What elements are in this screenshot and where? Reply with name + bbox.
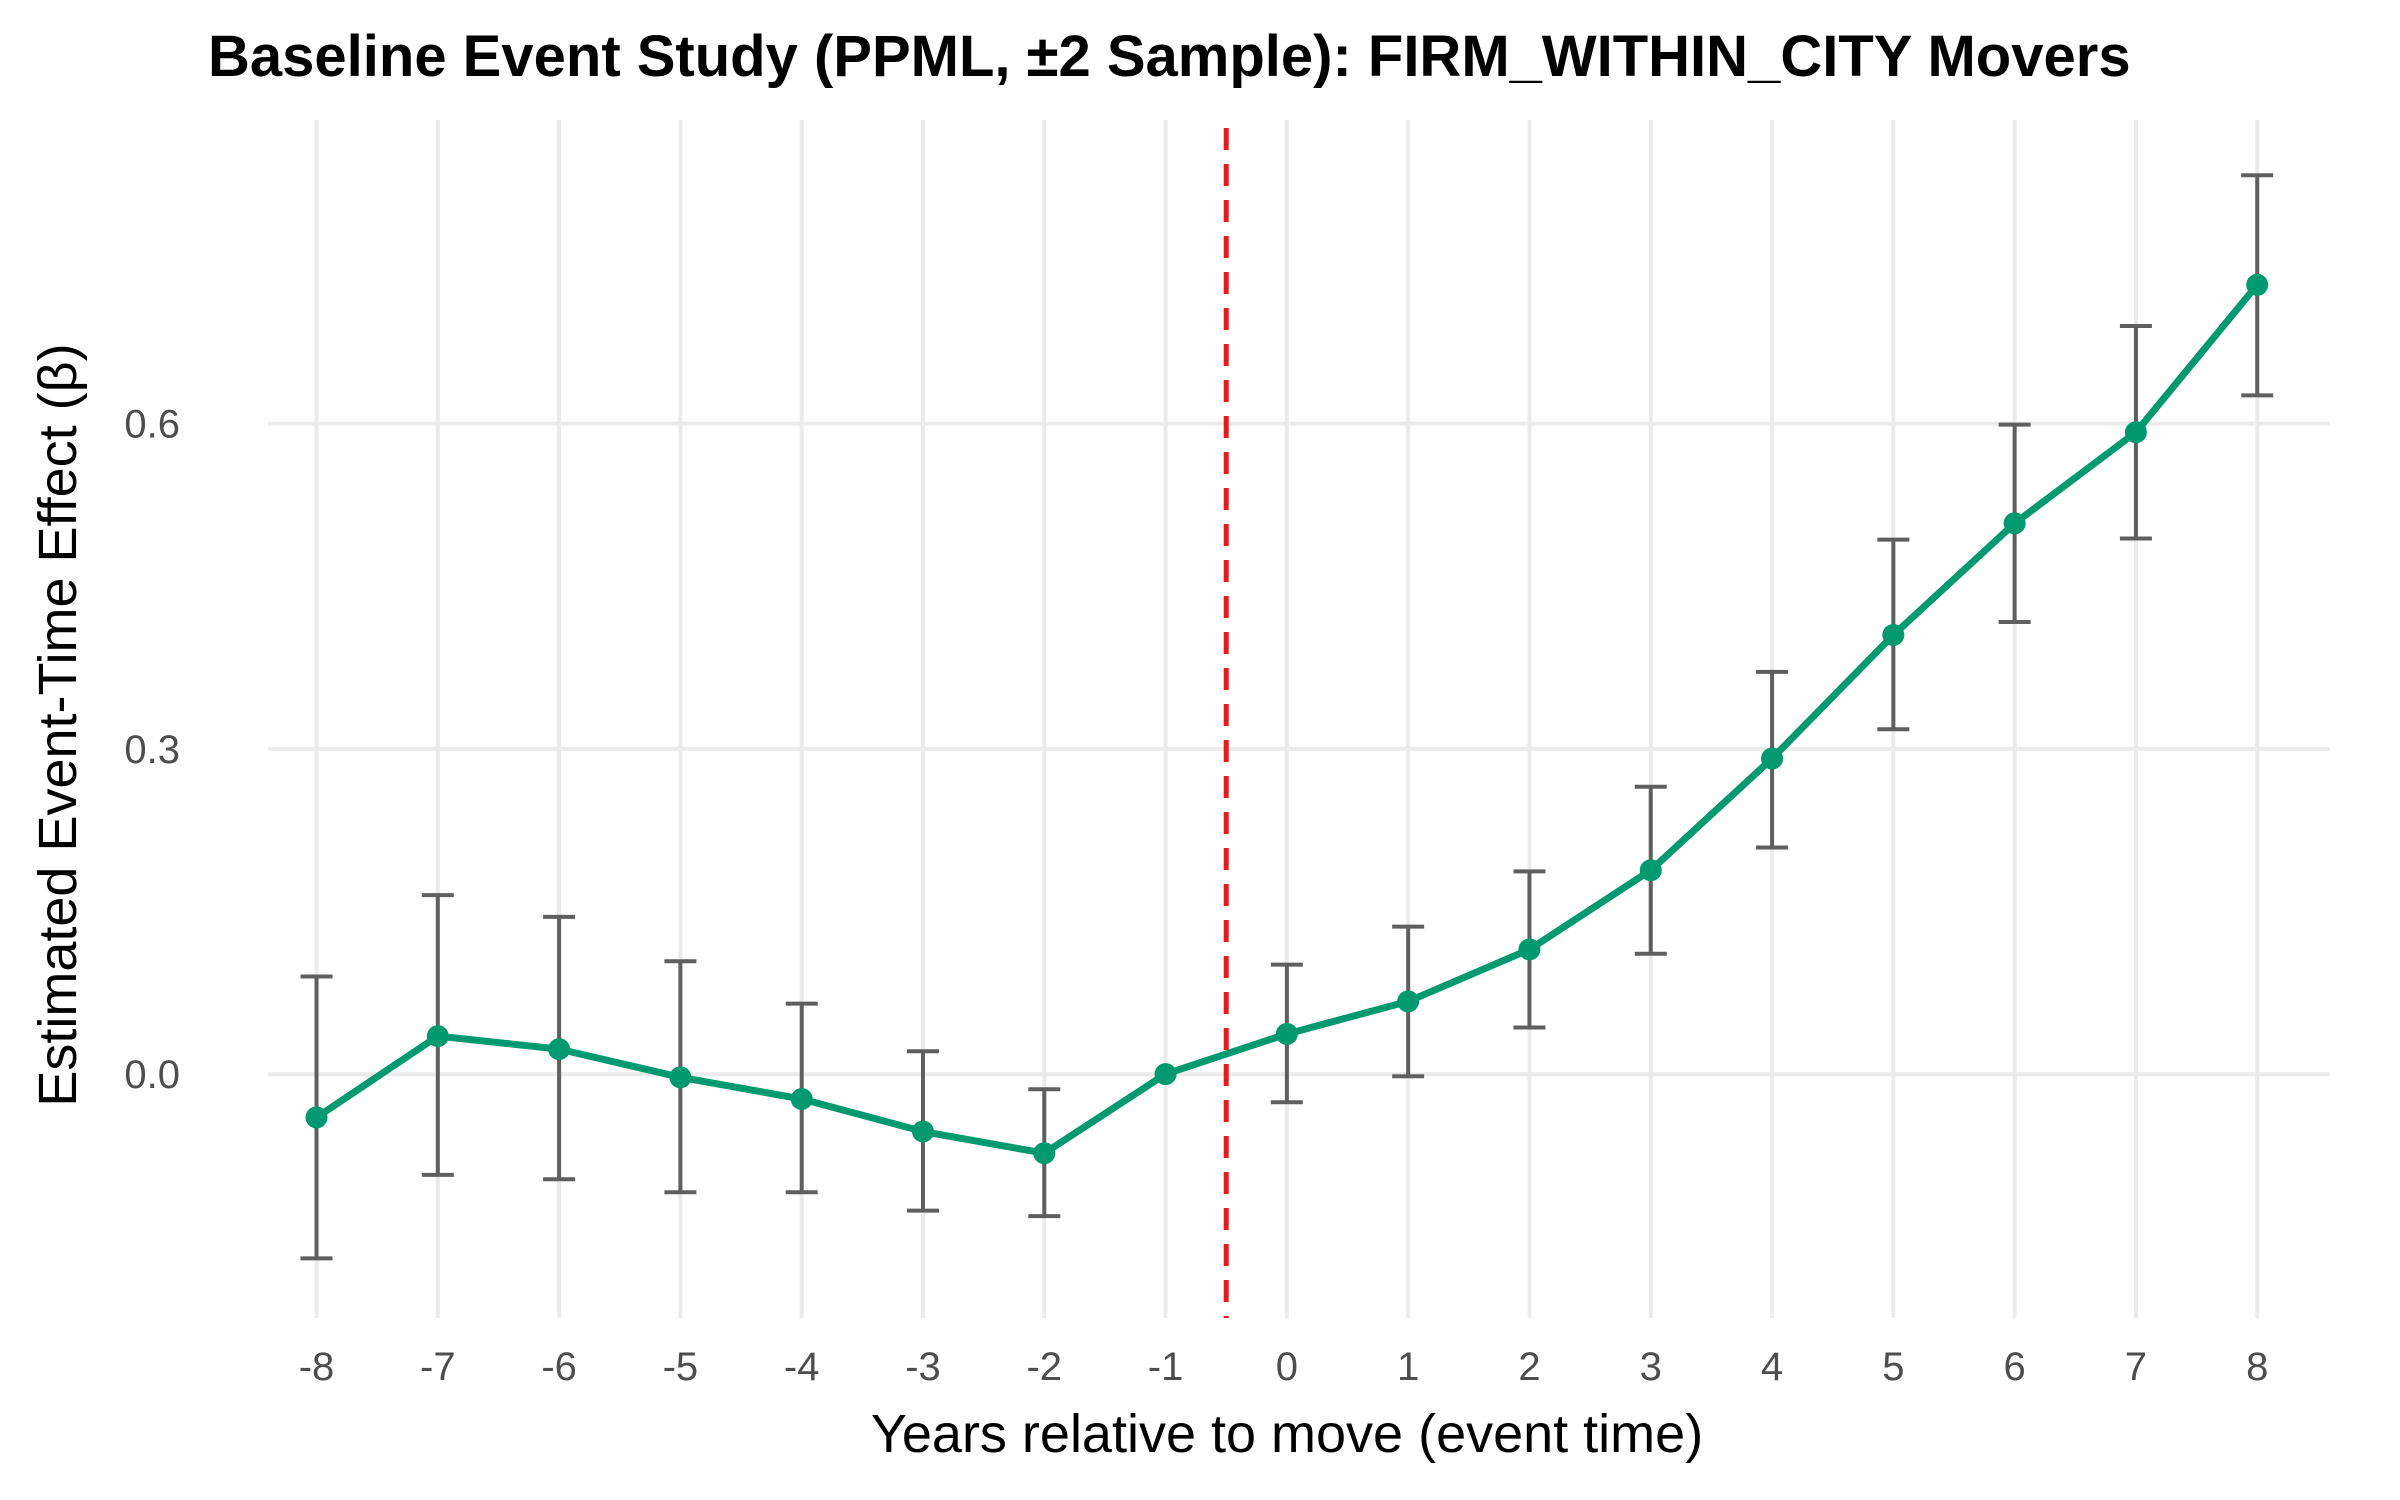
x-tick-label: 3	[1640, 1345, 1662, 1389]
data-point	[1639, 859, 1662, 882]
x-tick-labels: -8 -7 -6 -5 -4 -3 -2 -1 0 1 2 3 4 5 6 7 8	[299, 1345, 2269, 1389]
x-tick-label: 1	[1397, 1345, 1419, 1389]
y-axis-title: Estimated Event-Time Effect (β)	[28, 343, 88, 1106]
x-tick-label: -7	[420, 1345, 456, 1389]
data-point	[1882, 623, 1905, 646]
data-point	[1518, 938, 1541, 961]
x-tick-label: 8	[2246, 1345, 2268, 1389]
data-point	[669, 1066, 692, 1089]
data-point	[1397, 990, 1420, 1013]
data-points	[305, 273, 2269, 1165]
data-point	[305, 1106, 328, 1129]
data-point	[548, 1038, 571, 1061]
data-point	[1154, 1063, 1177, 1086]
data-point	[2003, 512, 2026, 535]
chart-title: Baseline Event Study (PPML, ±2 Sample): …	[208, 24, 2131, 89]
x-tick-label: 6	[2004, 1345, 2026, 1389]
x-tick-label: -2	[1026, 1345, 1062, 1389]
y-tick-labels: 0.0 0.3 0.6	[124, 403, 180, 1097]
data-point	[1275, 1022, 1298, 1045]
x-tick-label: 5	[1882, 1345, 1904, 1389]
x-tick-label: -8	[299, 1345, 335, 1389]
x-tick-label: -4	[784, 1345, 820, 1389]
data-point	[1033, 1142, 1056, 1165]
x-tick-label: -3	[905, 1345, 941, 1389]
data-point	[2246, 273, 2269, 296]
gridlines	[268, 120, 2330, 1318]
x-tick-label: 0	[1276, 1345, 1298, 1389]
data-point	[1761, 747, 1784, 770]
y-tick-label: 0.3	[124, 728, 180, 772]
data-point	[426, 1025, 449, 1048]
y-tick-label: 0.0	[124, 1053, 180, 1097]
x-tick-label: 4	[1761, 1345, 1783, 1389]
x-tick-label: 2	[1518, 1345, 1540, 1389]
x-tick-label: -1	[1148, 1345, 1184, 1389]
data-point	[2124, 421, 2147, 444]
x-tick-label: -5	[663, 1345, 699, 1389]
x-axis-title: Years relative to move (event time)	[871, 1404, 1703, 1464]
y-tick-label: 0.6	[124, 403, 180, 447]
x-tick-label: 7	[2125, 1345, 2147, 1389]
x-tick-label: -6	[541, 1345, 577, 1389]
data-point	[911, 1120, 934, 1143]
data-point	[790, 1087, 813, 1110]
